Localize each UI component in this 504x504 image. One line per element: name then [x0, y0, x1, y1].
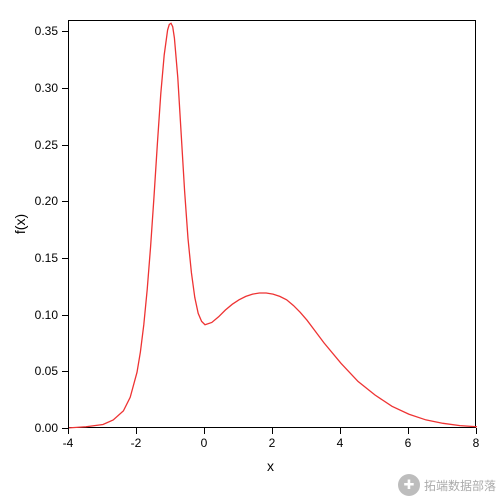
x-tick-label: 8: [466, 436, 486, 450]
y-tick-mark: [62, 201, 68, 202]
y-tick-label: 0.25: [35, 138, 58, 152]
x-tick-label: 2: [262, 436, 282, 450]
y-tick-label: 0.00: [35, 421, 58, 435]
x-tick-mark: [272, 428, 273, 434]
x-tick-label: 4: [330, 436, 350, 450]
x-tick-label: -2: [126, 436, 146, 450]
y-tick-mark: [62, 428, 68, 429]
y-tick-label: 0.35: [35, 24, 58, 38]
y-tick-mark: [62, 88, 68, 89]
x-tick-mark: [340, 428, 341, 434]
y-tick-label: 0.15: [35, 251, 58, 265]
plot-area: [68, 20, 476, 428]
x-axis-label: x: [267, 458, 274, 474]
x-tick-mark: [476, 428, 477, 434]
x-tick-label: -4: [58, 436, 78, 450]
chart-container: f(x) x -4 -2 0 2 4 6 8 0.00 0.05 0.10 0.15 0.20 0.25…: [0, 0, 504, 504]
x-tick-mark: [408, 428, 409, 434]
x-tick-label: 0: [194, 436, 214, 450]
x-tick-mark: [68, 428, 69, 434]
y-tick-label: 0.30: [35, 81, 58, 95]
watermark: ✚ 拓端数据部落: [398, 474, 496, 496]
y-tick-mark: [62, 371, 68, 372]
y-tick-mark: [62, 31, 68, 32]
y-tick-mark: [62, 258, 68, 259]
watermark-text: 拓端数据部落: [424, 477, 496, 494]
y-tick-mark: [62, 315, 68, 316]
y-tick-label: 0.20: [35, 194, 58, 208]
watermark-icon: ✚: [398, 474, 420, 496]
y-tick-mark: [62, 145, 68, 146]
x-tick-label: 6: [398, 436, 418, 450]
x-tick-mark: [204, 428, 205, 434]
density-line-svg: [69, 21, 477, 429]
x-tick-mark: [136, 428, 137, 434]
y-tick-label: 0.10: [35, 308, 58, 322]
y-tick-label: 0.05: [35, 364, 58, 378]
density-curve: [69, 23, 477, 428]
y-axis-label: f(x): [12, 214, 28, 234]
